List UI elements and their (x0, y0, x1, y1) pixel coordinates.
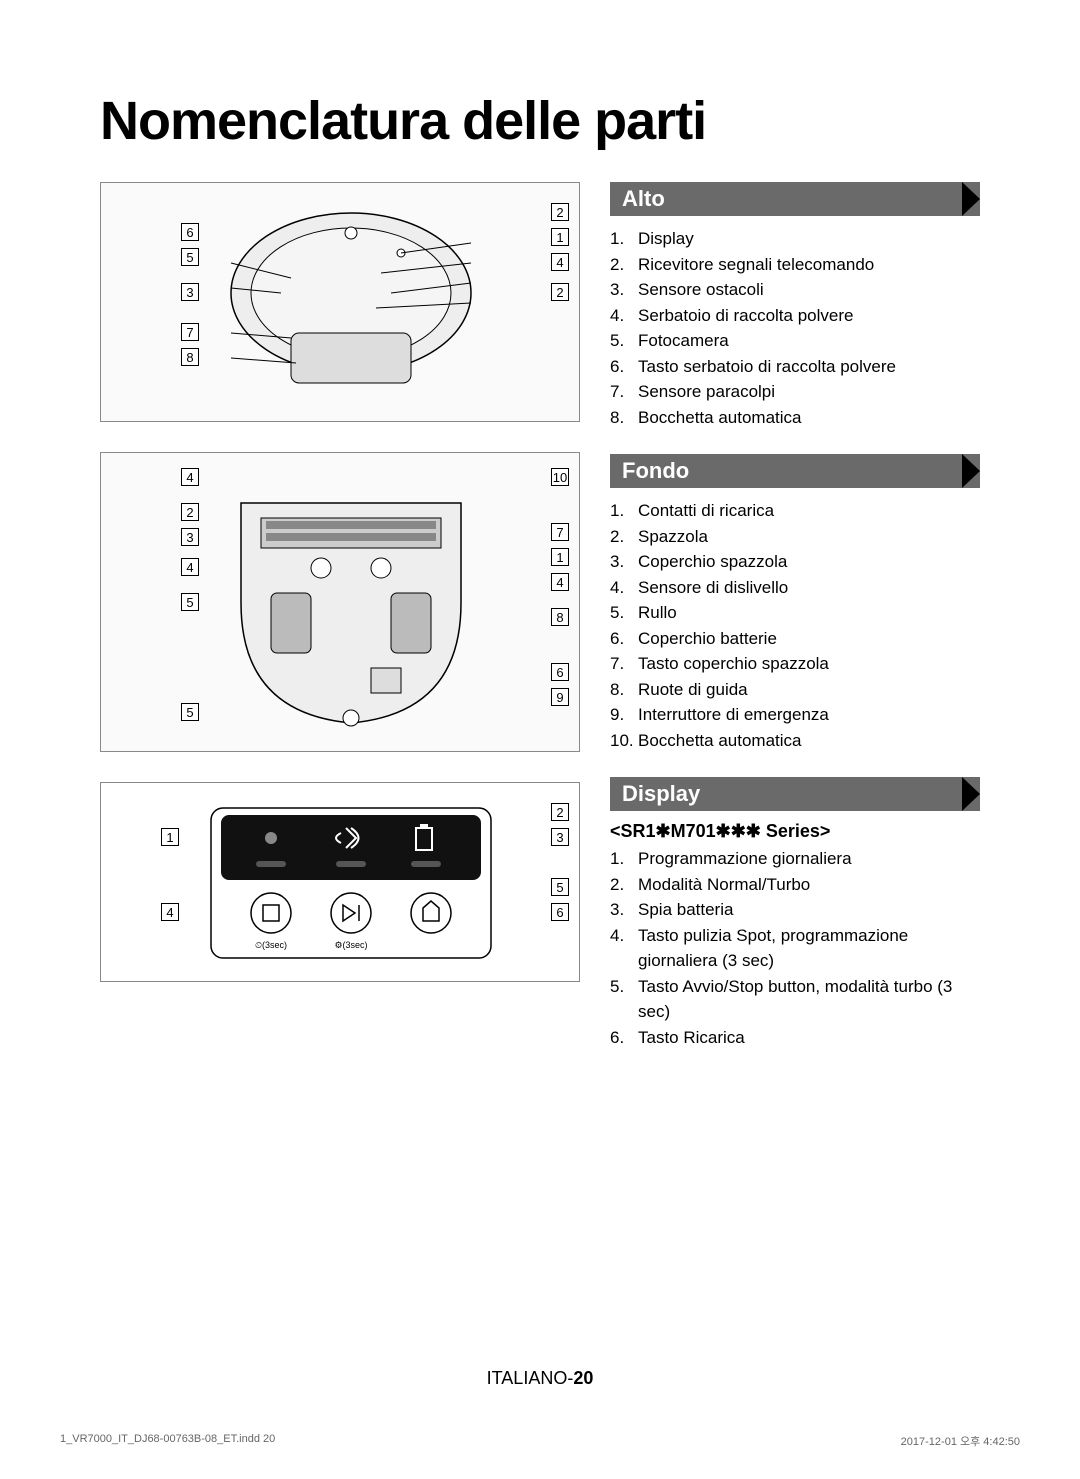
list-item: Display (610, 226, 980, 252)
callout: 5 (181, 248, 199, 266)
callout: 5 (551, 878, 569, 896)
print-file: 1_VR7000_IT_DJ68-00763B-08_ET.indd 20 (60, 1433, 275, 1449)
list-item: Bocchetta automatica (610, 728, 980, 754)
callout: 2 (551, 803, 569, 821)
callout: 9 (551, 688, 569, 706)
callout: 3 (551, 828, 569, 846)
list-item: Tasto Ricarica (610, 1025, 980, 1051)
callout: 2 (181, 503, 199, 521)
page-title: Nomenclatura delle parti (100, 90, 980, 152)
list-item: Contatti di ricarica (610, 498, 980, 524)
list-item: Spia batteria (610, 897, 980, 923)
text-column: Alto Display Ricevitore segnali telecoma… (610, 182, 980, 1074)
callout: 4 (161, 903, 179, 921)
callout: 10 (551, 468, 569, 486)
callout: 4 (181, 558, 199, 576)
fondo-list: Contatti di ricarica Spazzola Coperchio … (610, 498, 980, 753)
page-footer: ITALIANO-20 (0, 1368, 1080, 1389)
content-columns: 6 5 3 7 8 2 1 4 2 (100, 182, 980, 1074)
callout: 7 (181, 323, 199, 341)
list-item: Tasto Avvio/Stop button, modalità turbo … (610, 974, 980, 1025)
callout: 7 (551, 523, 569, 541)
diagram-top-view: 6 5 3 7 8 2 1 4 2 (100, 182, 580, 422)
list-item: Sensore di dislivello (610, 575, 980, 601)
diagram-display-panel: ⏲(3sec) ⚙(3sec) 1 4 2 3 5 6 (100, 782, 580, 982)
callout: 6 (551, 903, 569, 921)
callout: 3 (181, 528, 199, 546)
list-item: Serbatoio di raccolta polvere (610, 303, 980, 329)
list-item: Ruote di guida (610, 677, 980, 703)
callout: 1 (551, 548, 569, 566)
list-item: Ricevitore segnali telecomando (610, 252, 980, 278)
callout: 4 (551, 253, 569, 271)
section-display-header: Display (610, 777, 980, 811)
list-item: Coperchio spazzola (610, 549, 980, 575)
callout: 8 (181, 348, 199, 366)
list-item: Sensore paracolpi (610, 379, 980, 405)
alto-list: Display Ricevitore segnali telecomando S… (610, 226, 980, 430)
list-item: Spazzola (610, 524, 980, 550)
list-item: Interruttore di emergenza (610, 702, 980, 728)
robot-top-illustration (221, 203, 481, 403)
callout: 6 (181, 223, 199, 241)
diagram-bottom-view: 4 2 3 4 5 5 10 7 1 4 8 6 9 (100, 452, 580, 752)
display-list: Programmazione giornaliera Modalità Norm… (610, 846, 980, 1050)
list-item: Coperchio batterie (610, 626, 980, 652)
section-fondo-header: Fondo (610, 454, 980, 488)
list-item: Tasto serbatoio di raccolta polvere (610, 354, 980, 380)
footer-page: 20 (573, 1368, 593, 1388)
callout: 2 (551, 203, 569, 221)
callout: 4 (551, 573, 569, 591)
svg-text:⚙(3sec): ⚙(3sec) (334, 940, 367, 950)
callout: 2 (551, 283, 569, 301)
list-item: Sensore ostacoli (610, 277, 980, 303)
list-item: Tasto pulizia Spot, programmazione giorn… (610, 923, 980, 974)
print-metadata: 1_VR7000_IT_DJ68-00763B-08_ET.indd 20 20… (60, 1433, 1020, 1449)
callout: 1 (161, 828, 179, 846)
callout: 5 (181, 703, 199, 721)
robot-bottom-illustration (211, 473, 491, 733)
footer-lang: ITALIANO- (487, 1368, 574, 1388)
list-item: Tasto coperchio spazzola (610, 651, 980, 677)
callout: 5 (181, 593, 199, 611)
section-alto-header: Alto (610, 182, 980, 216)
display-panel-illustration: ⏲(3sec) ⚙(3sec) (201, 803, 501, 963)
list-item: Rullo (610, 600, 980, 626)
callout: 3 (181, 283, 199, 301)
list-item: Bocchetta automatica (610, 405, 980, 431)
print-date: 2017-12-01 오후 4:42:50 (901, 1433, 1020, 1449)
callout: 6 (551, 663, 569, 681)
callout: 1 (551, 228, 569, 246)
list-item: Modalità Normal/Turbo (610, 872, 980, 898)
callout: 4 (181, 468, 199, 486)
list-item: Fotocamera (610, 328, 980, 354)
callout: 8 (551, 608, 569, 626)
svg-text:⏲(3sec): ⏲(3sec) (255, 940, 287, 950)
list-item: Programmazione giornaliera (610, 846, 980, 872)
diagrams-column: 6 5 3 7 8 2 1 4 2 (100, 182, 580, 1074)
display-subheader: <SR1✱M701✱✱✱ Series> (610, 821, 980, 842)
